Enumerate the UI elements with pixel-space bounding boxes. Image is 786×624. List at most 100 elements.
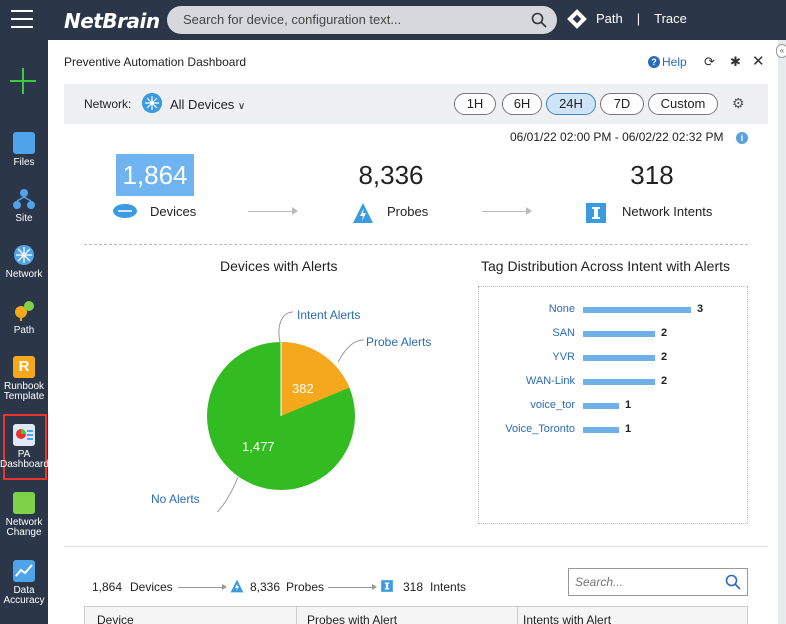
global-search-input[interactable]: Search for device, configuration text... <box>167 6 557 34</box>
nav-item-files[interactable]: Files <box>0 132 48 168</box>
column-header-device[interactable]: Device <box>97 613 134 624</box>
nav-item-runbook-template[interactable]: R Runbook Template <box>0 356 48 402</box>
intents-label: Network Intents <box>622 204 713 219</box>
tag-value: 1 <box>625 399 632 411</box>
intent-icon <box>381 580 393 592</box>
network-label: Network: <box>84 97 132 111</box>
pie-slice-probe-alerts[interactable] <box>281 341 350 416</box>
dashboard-panel: Preventive Automation Dashboard ? Help ⟳… <box>48 40 778 624</box>
label-leader-line <box>337 339 365 363</box>
time-button-custom[interactable]: Custom <box>648 93 718 115</box>
top-bar: NetBrain Search for device, configuratio… <box>0 0 786 40</box>
nav-item-network-change[interactable]: Network Change <box>0 492 48 538</box>
tag-name[interactable]: YVR <box>552 351 575 363</box>
menu-icon[interactable] <box>11 10 33 28</box>
column-header-intents[interactable]: Intents with Alert <box>523 613 612 624</box>
nav-item-label: Site <box>15 213 33 224</box>
add-icon[interactable] <box>10 68 36 94</box>
path-link[interactable]: Path <box>596 11 623 26</box>
label-leader-line <box>216 476 239 512</box>
help-label: Help <box>662 55 687 69</box>
right-edge <box>778 40 786 624</box>
network-select-icon <box>142 93 162 113</box>
time-button-24h[interactable]: 24H <box>546 93 596 115</box>
flow-arrow-head <box>292 207 298 215</box>
table-search-field[interactable] <box>568 568 748 596</box>
tag-name[interactable]: SAN <box>552 327 575 339</box>
nav-item-network[interactable]: Network <box>0 244 48 280</box>
path-icon <box>567 8 587 29</box>
pin-icon[interactable]: ✱ <box>730 54 741 69</box>
pa-dashboard-highlight-box <box>3 414 47 480</box>
flow-arrow-head <box>526 207 532 215</box>
data-accuracy-icon <box>13 560 35 582</box>
summary-devices-label: Devices <box>130 580 173 594</box>
intents-count[interactable]: 318 <box>630 160 674 190</box>
pie-value-probe-alerts: 382 <box>292 381 314 396</box>
summary-arrow-line <box>328 587 372 588</box>
network-change-icon <box>13 492 35 514</box>
devices-label: Devices <box>150 204 197 219</box>
refresh-icon[interactable]: ⟳ <box>704 54 715 69</box>
left-nav: Files Site Network Path R Runbook Templa… <box>0 40 49 624</box>
probes-label: Probes <box>387 204 429 219</box>
probes-count[interactable]: 8,336 <box>358 160 424 190</box>
nav-item-label: Network Change <box>5 517 43 538</box>
collapse-icon[interactable]: « <box>776 44 786 58</box>
tag-distribution-title: Tag Distribution Across Intent with Aler… <box>481 258 730 274</box>
info-icon[interactable]: i <box>736 132 748 144</box>
date-range: 06/01/22 02:00 PM - 06/02/22 02:32 PM <box>510 130 724 144</box>
tag-name[interactable]: None <box>548 303 575 315</box>
nav-item-pa-dashboard[interactable]: PA Dashboard <box>0 424 49 470</box>
nav-item-label: Files <box>13 157 35 168</box>
tag-name[interactable]: WAN-Link <box>525 375 575 387</box>
time-button-1h[interactable]: 1H <box>454 93 496 115</box>
network-dropdown[interactable]: All Devices ∨ <box>170 97 245 112</box>
chevron-down-icon: ∨ <box>237 101 246 112</box>
search-icon[interactable] <box>531 12 547 28</box>
tag-value: 2 <box>661 375 668 387</box>
tag-distribution-chart: None 3 SAN 2 YVR 2 WAN-Link 2 voice_tor … <box>478 286 748 524</box>
trace-link[interactable]: Trace <box>654 11 687 26</box>
probe-icon <box>230 579 244 593</box>
tag-bar <box>583 355 655 361</box>
nav-item-label: Data Accuracy <box>3 585 45 606</box>
nav-item-site[interactable]: Site <box>0 188 48 224</box>
nav-separator: | <box>636 11 641 26</box>
nav-item-path[interactable]: Path <box>0 300 48 336</box>
network-value: All Devices <box>170 97 235 112</box>
network-icon <box>14 245 34 265</box>
tag-bar <box>583 307 691 313</box>
tag-value: 3 <box>697 303 704 315</box>
intent-icon <box>586 203 606 223</box>
summary-intents-value: 318 <box>403 580 424 594</box>
devices-count[interactable]: 1,864 <box>116 154 194 196</box>
filter-bar: Network: All Devices ∨ 1H 6H 24H 7D Cust… <box>64 84 768 124</box>
help-link[interactable]: ? Help <box>648 55 687 69</box>
gear-icon[interactable]: ⚙ <box>732 95 745 111</box>
pie-label-intent-alerts: Intent Alerts <box>297 308 361 322</box>
site-icon <box>13 189 35 209</box>
tag-name[interactable]: voice_tor <box>530 399 575 411</box>
tag-value: 2 <box>661 327 668 339</box>
path-nav-icon <box>15 301 34 321</box>
section-divider <box>84 244 748 245</box>
column-separator <box>296 607 297 624</box>
help-icon: ? <box>648 56 660 68</box>
time-button-7d[interactable]: 7D <box>600 93 644 115</box>
nav-item-label: Path <box>13 325 35 336</box>
pie-label-no-alerts: No Alerts <box>151 492 200 506</box>
tag-bar <box>583 331 655 337</box>
tag-bar <box>583 379 655 385</box>
table-search-input[interactable] <box>569 569 709 595</box>
close-icon[interactable]: ✕ <box>752 53 765 70</box>
time-button-6h[interactable]: 6H <box>502 93 542 115</box>
summary-probes-value: 8,336 <box>250 580 281 594</box>
path-trace-nav: Path | Trace <box>567 8 687 29</box>
column-header-probes[interactable]: Probes with Alert <box>307 613 398 624</box>
nav-item-label: PA Dashboard <box>0 449 49 470</box>
tag-name[interactable]: Voice_Toronto <box>505 423 575 435</box>
nav-item-data-accuracy[interactable]: Data Accuracy <box>0 560 48 606</box>
search-icon[interactable] <box>725 574 741 590</box>
summary-devices-value: 1,864 <box>92 580 123 594</box>
